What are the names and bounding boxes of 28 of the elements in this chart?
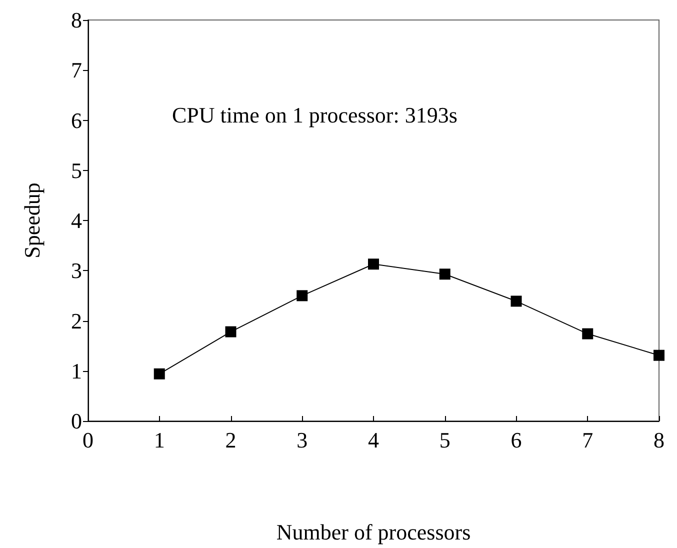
y-tick-label: 2 [71,308,82,334]
y-tick-label: 0 [71,408,82,434]
x-tick-label: 3 [296,428,308,452]
x-tick-label: 7 [582,428,594,452]
x-tick-label: 4 [368,428,379,452]
y-tick-label: 7 [71,58,82,83]
y-tick-label: 5 [71,158,82,183]
point [368,258,379,270]
point [154,368,165,380]
y-tick-label: 6 [71,108,82,133]
annotation: CPU time on 1 processor: 3193s [172,102,458,128]
x-tick-label: 8 [654,428,664,452]
x-tick-label: 2 [225,428,236,452]
x-tick-label: 6 [510,428,522,452]
y-tick-label: 3 [71,258,82,284]
y-tick-label: 8 [71,8,82,32]
y-tick-label: 1 [71,358,82,384]
x-tick-label: 1 [154,428,165,452]
point [510,296,522,307]
point [225,326,236,338]
y-axis-title: Speedup [20,182,44,258]
y-tick-label: 4 [71,208,82,233]
x-axis-title: Number of processors [276,520,471,544]
x-tick-label: 5 [439,428,450,452]
point [582,328,594,340]
point [654,350,664,361]
point [439,268,450,280]
point [296,290,308,302]
